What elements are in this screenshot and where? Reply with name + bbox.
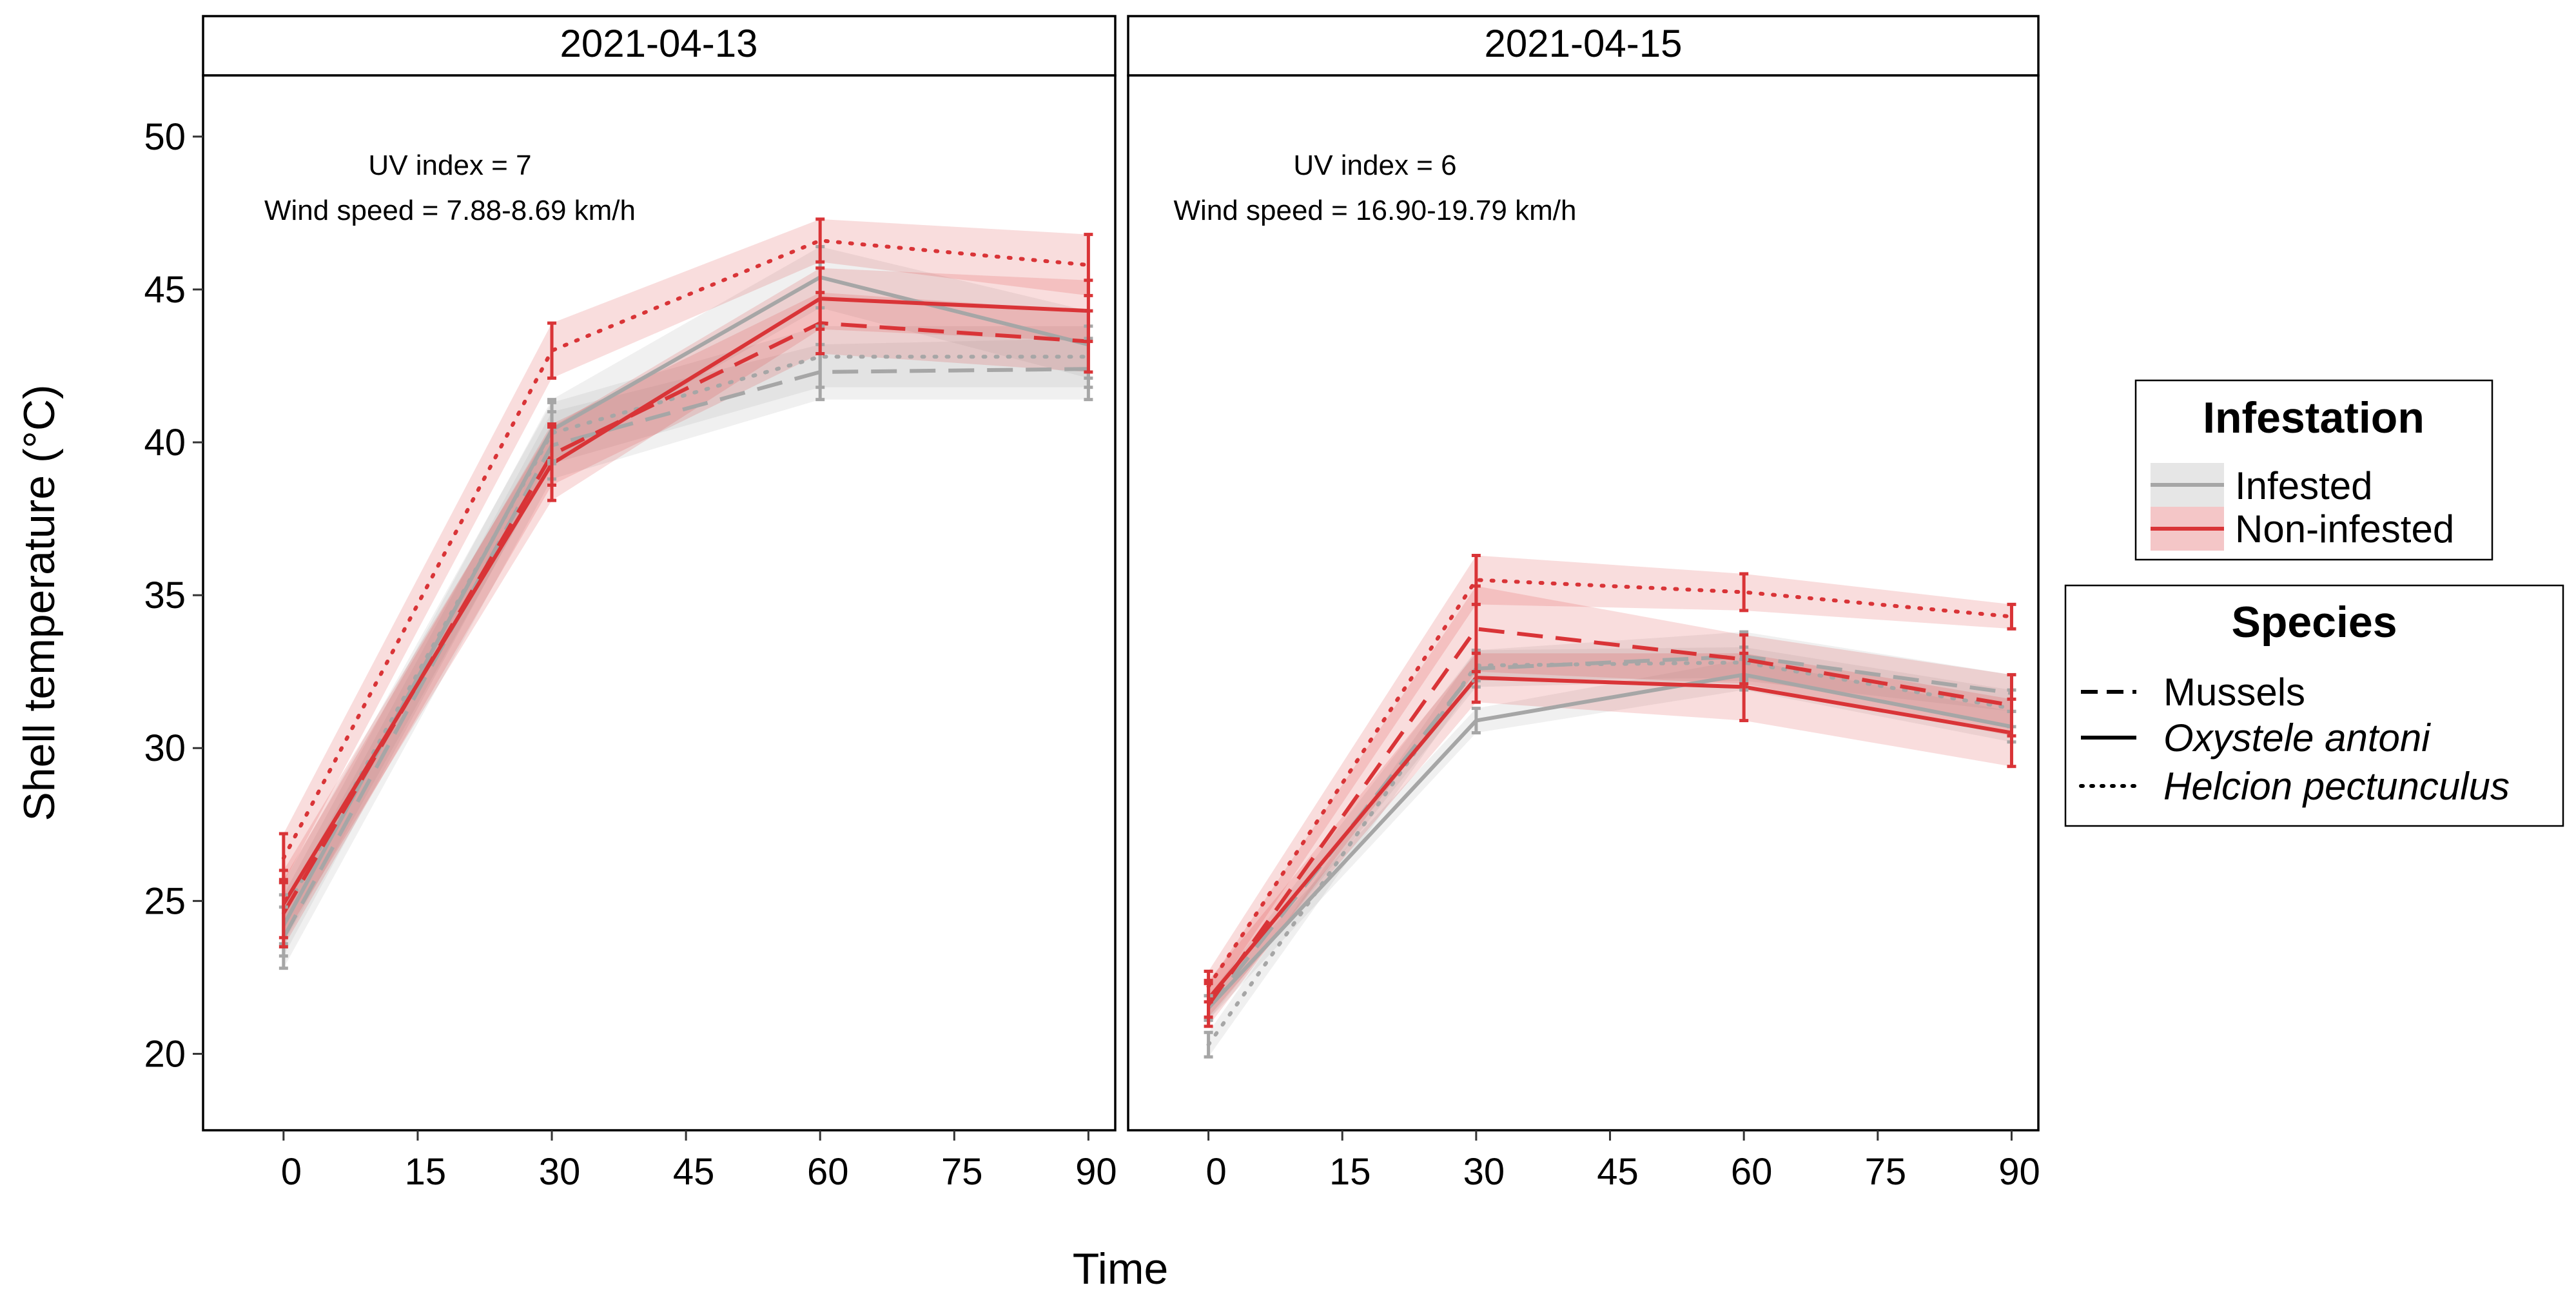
y-tick-label: 45 bbox=[144, 269, 186, 311]
x-tick-label: 45 bbox=[673, 1151, 715, 1193]
ci-band-infested-mussels-p2 bbox=[1208, 632, 2012, 1021]
panel-frame-1 bbox=[202, 74, 1117, 1132]
error-bar-infested-oxystele-antoni-p2-t30 bbox=[1471, 707, 1481, 735]
series-line-infested-helcion-pectunculus-p1 bbox=[281, 355, 1091, 916]
x-axis-1: 0 15 30 45 60 75 90 bbox=[281, 1130, 1117, 1193]
x-tick-label: 30 bbox=[1463, 1151, 1505, 1193]
legend-key-infested bbox=[2151, 463, 2224, 507]
error-bar-non-infested-helcion-pectunculus-p1-t90 bbox=[1084, 233, 1093, 297]
legend-infestation: Infestation Infested Non-infested bbox=[2134, 379, 2493, 561]
x-tick-label: 75 bbox=[941, 1151, 983, 1193]
legend-label-non-infested: Non-infested bbox=[2235, 507, 2454, 551]
panel-strip-1 bbox=[202, 15, 1117, 77]
error-bar-infested-helcion-pectunculus-p2-t0 bbox=[1204, 1030, 1213, 1059]
ci-band-infested-oxystele-antoni-p1 bbox=[283, 246, 1089, 956]
series-line-infested-mussels-p1 bbox=[282, 367, 1089, 939]
series-lines-2 bbox=[1206, 578, 2014, 1047]
error-bars-2 bbox=[1204, 553, 2016, 1059]
panel-title-2: 2021-04-15 bbox=[1485, 22, 1683, 65]
series-line-infested-oxystele-antoni-p2 bbox=[1207, 672, 2013, 1010]
error-bar-non-infested-helcion-pectunculus-p2-t0 bbox=[1204, 969, 1213, 1004]
error-bar-non-infested-oxystele-antoni-p2-t90 bbox=[2007, 697, 2016, 769]
y-axis: 20 25 30 35 40 45 50 bbox=[144, 116, 203, 1075]
x-tick-label: 75 bbox=[1865, 1151, 1907, 1193]
error-bar-non-infested-helcion-pectunculus-p1-t0 bbox=[278, 832, 288, 885]
ci-band-infested-oxystele-antoni-p2 bbox=[1208, 659, 2012, 1021]
x-axis-title: Time bbox=[1073, 1244, 1169, 1293]
series-lines-1 bbox=[281, 239, 1091, 939]
y-tick-label: 30 bbox=[144, 727, 186, 769]
series-line-non-infested-mussels-p2 bbox=[1207, 627, 2012, 1006]
series-line-non-infested-oxystele-antoni-p2 bbox=[1207, 676, 2012, 1001]
legend-label-oxystele: Oxystele antoni bbox=[2163, 716, 2431, 760]
panel-title-1: 2021-04-13 bbox=[560, 22, 758, 65]
x-axis-2: 0 15 30 45 60 75 90 bbox=[1205, 1130, 2040, 1193]
x-tick-label: 45 bbox=[1597, 1151, 1639, 1193]
y-axis-title: Shell temperature (°C) bbox=[15, 384, 64, 821]
series-line-infested-helcion-pectunculus-p2 bbox=[1206, 660, 2014, 1047]
legend-label-infested: Infested bbox=[2235, 464, 2373, 507]
ci-band-non-infested-helcion-pectunculus-p1 bbox=[283, 219, 1089, 883]
annotation-uv-1: UV index = 7 bbox=[368, 150, 531, 181]
error-bar-non-infested-helcion-pectunculus-p2-t30 bbox=[1471, 553, 1481, 606]
x-tick-label: 15 bbox=[1329, 1151, 1371, 1193]
y-tick-label: 35 bbox=[144, 574, 186, 616]
annotation-uv-2: UV index = 6 bbox=[1293, 150, 1456, 181]
series-line-non-infested-oxystele-antoni-p1 bbox=[282, 297, 1089, 905]
error-bar-non-infested-oxystele-antoni-p2-t30 bbox=[1471, 651, 1481, 704]
error-bar-non-infested-helcion-pectunculus-p2-t60 bbox=[1739, 572, 1749, 613]
error-bar-non-infested-helcion-pectunculus-p1-t30 bbox=[547, 321, 557, 380]
ci-band-infested-mussels-p1 bbox=[283, 338, 1089, 968]
series-line-non-infested-helcion-pectunculus-p2 bbox=[1206, 578, 2014, 989]
x-tick-label: 0 bbox=[281, 1151, 302, 1193]
ci-band-non-infested-helcion-pectunculus-p2 bbox=[1208, 555, 2012, 1002]
x-tick-label: 30 bbox=[539, 1151, 581, 1193]
y-tick-label: 50 bbox=[144, 116, 186, 158]
legend-species-title: Species bbox=[2231, 598, 2397, 647]
error-bar-non-infested-oxystele-antoni-p1-t60 bbox=[815, 266, 825, 331]
panel-1: 2021-04-13 UV index = 7 Wind speed = 7.8… bbox=[202, 15, 1117, 1193]
error-bar-non-infested-helcion-pectunculus-p1-t60 bbox=[815, 217, 825, 264]
x-tick-label: 15 bbox=[405, 1151, 447, 1193]
x-tick-label: 60 bbox=[1731, 1151, 1773, 1193]
ci-band-non-infested-oxystele-antoni-p2 bbox=[1208, 653, 2012, 1017]
x-tick-label: 90 bbox=[1998, 1151, 2040, 1193]
legend-species: Species Mussels Oxystele antoni Helcion … bbox=[2064, 584, 2564, 827]
panel-2: 2021-04-15 UV index = 6 Wind speed = 16.… bbox=[1127, 15, 2040, 1193]
legend-infestation-title: Infestation bbox=[2203, 393, 2425, 442]
panel-frame-2 bbox=[1127, 74, 2040, 1132]
x-tick-label: 0 bbox=[1205, 1151, 1226, 1193]
series-line-non-infested-mussels-p1 bbox=[282, 321, 1089, 914]
y-tick-label: 25 bbox=[144, 880, 186, 922]
error-bar-non-infested-oxystele-antoni-p1-t30 bbox=[547, 425, 557, 502]
y-tick-label: 20 bbox=[144, 1033, 186, 1075]
legend-key-non-infested bbox=[2151, 507, 2224, 551]
error-bar-non-infested-oxystele-antoni-p2-t60 bbox=[1739, 651, 1749, 723]
series-line-infested-oxystele-antoni-p1 bbox=[282, 275, 1089, 927]
error-bar-non-infested-helcion-pectunculus-p2-t90 bbox=[2007, 602, 2016, 631]
annotation-wind-1: Wind speed = 7.88-8.69 km/h bbox=[264, 195, 636, 226]
legend-label-mussels: Mussels bbox=[2163, 671, 2305, 714]
y-tick-label: 40 bbox=[144, 422, 186, 464]
annotation-wind-2: Wind speed = 16.90-19.79 km/h bbox=[1174, 195, 1577, 226]
error-bars-1 bbox=[278, 217, 1093, 970]
x-tick-label: 90 bbox=[1075, 1151, 1117, 1193]
ci-band-infested-helcion-pectunculus-p2 bbox=[1208, 647, 2012, 1057]
legend-species-box bbox=[2064, 584, 2564, 827]
ci-band-non-infested-mussels-p2 bbox=[1208, 585, 2012, 1026]
x-tick-label: 60 bbox=[807, 1151, 849, 1193]
legend-label-helcion: Helcion pectunculus bbox=[2163, 765, 2510, 808]
ci-bands-2 bbox=[1208, 555, 2012, 1057]
